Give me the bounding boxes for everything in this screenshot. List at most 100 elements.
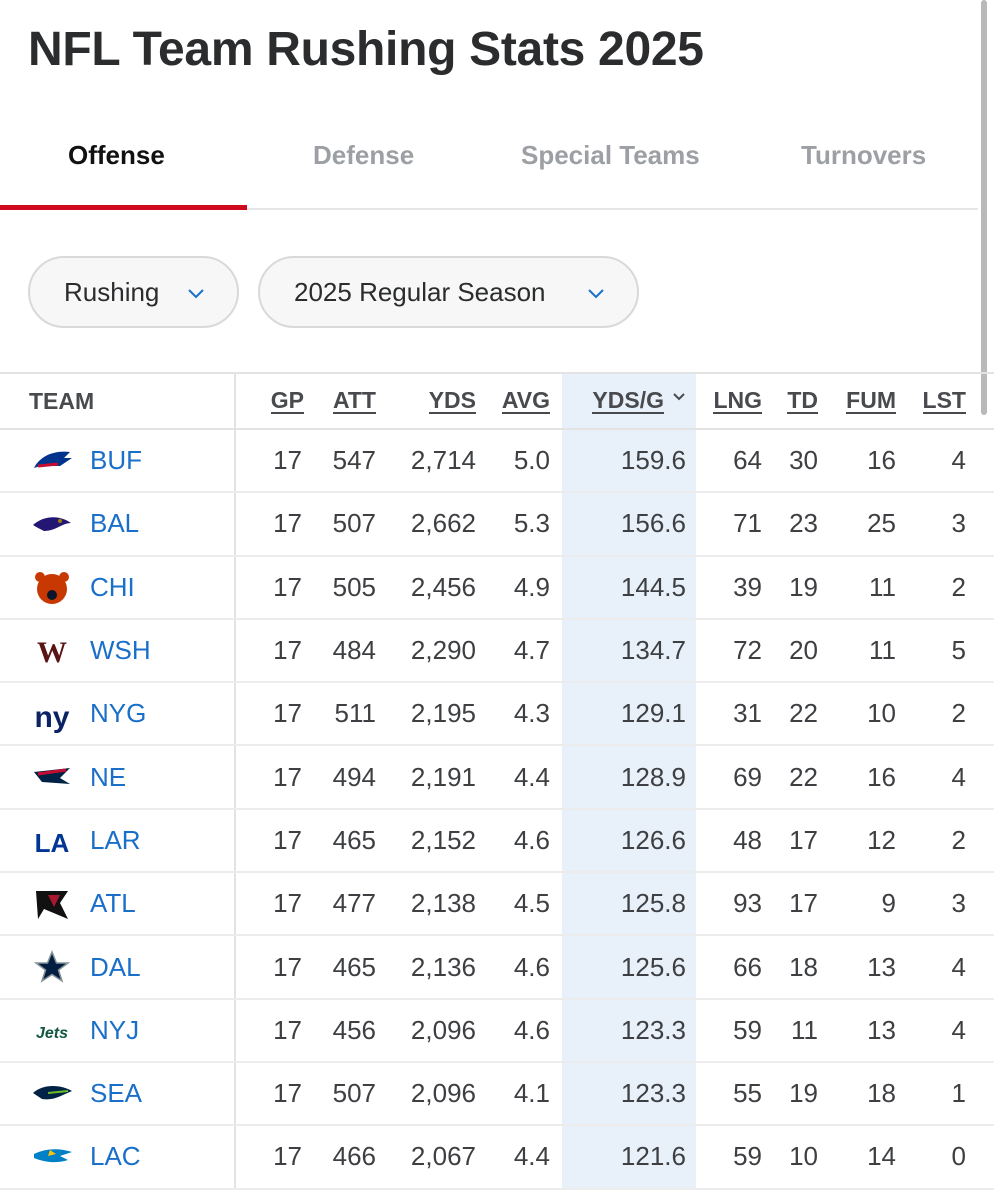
cell-avg: 5.0 [513, 445, 550, 476]
cell-lst: 4 [951, 761, 966, 792]
cell-td: 17 [789, 824, 818, 855]
cell-ydsg: 126.6 [620, 824, 686, 855]
cell-yds: 2,136 [410, 951, 476, 982]
column-header-yds[interactable]: YDS [428, 387, 476, 414]
column-header-td[interactable]: TD [787, 387, 818, 414]
cell-fum: 11 [869, 635, 896, 666]
cell-yds: 2,191 [410, 761, 476, 792]
svg-text:W: W [37, 636, 67, 669]
cell-gp: 17 [273, 761, 302, 792]
table-row: SEA 17 507 2,096 4.1 123.3 55 19 18 1 [0, 1062, 994, 1127]
chevron-down-icon [588, 289, 604, 299]
cell-att: 465 [332, 951, 376, 982]
team-link[interactable]: LAC [90, 1141, 141, 1172]
cell-lng: 59 [733, 1141, 762, 1172]
column-header-yds-per-game[interactable]: YDS/G [562, 374, 686, 428]
tab-defense[interactable]: Defense [313, 140, 415, 170]
ravens-logo-icon [30, 505, 74, 543]
cell-gp: 17 [273, 508, 302, 539]
cell-td: 22 [789, 761, 818, 792]
cell-ydsg: 159.6 [620, 445, 686, 476]
cell-lng: 66 [733, 951, 762, 982]
cell-td: 23 [789, 508, 818, 539]
scrollbar[interactable] [981, 0, 987, 415]
cell-att: 465 [332, 824, 376, 855]
team-link[interactable]: DAL [90, 951, 141, 982]
cell-fum: 12 [867, 824, 896, 855]
cell-att: 507 [332, 508, 376, 539]
team-link[interactable]: NYJ [90, 1014, 140, 1045]
cell-fum: 18 [867, 1078, 896, 1109]
team-column-divider [234, 746, 236, 808]
cell-lng: 59 [733, 1014, 762, 1045]
cell-gp: 17 [273, 1141, 302, 1172]
team-column-divider [234, 374, 236, 428]
team-column-divider [234, 1126, 236, 1188]
cell-td: 18 [789, 951, 818, 982]
sorted-column-highlight [562, 556, 696, 618]
cell-td: 10 [789, 1141, 818, 1172]
cell-yds: 2,290 [410, 635, 476, 666]
cell-fum: 16 [867, 445, 896, 476]
cell-ydsg: 125.8 [620, 888, 686, 919]
svg-text:LA: LA [35, 828, 70, 858]
team-link[interactable]: NE [90, 761, 127, 792]
column-header-lst[interactable]: LST [922, 387, 966, 414]
cell-lst: 2 [951, 824, 966, 855]
team-link[interactable]: ATL [90, 888, 136, 919]
cell-gp: 17 [273, 824, 302, 855]
cell-lng: 55 [733, 1078, 762, 1109]
cell-att: 505 [332, 571, 376, 602]
commanders-logo-icon: W [30, 632, 74, 670]
team-link[interactable]: LAR [90, 824, 141, 855]
category-dropdown[interactable]: Rushing [28, 256, 239, 328]
giants-logo-icon: ny [30, 695, 74, 733]
cell-lng: 31 [733, 698, 762, 729]
cell-lst: 3 [951, 888, 966, 919]
cell-fum: 16 [867, 761, 896, 792]
team-link[interactable]: WSH [90, 635, 151, 666]
cell-lst: 0 [951, 1141, 966, 1172]
team-column-divider [234, 1062, 236, 1125]
sorted-column-highlight [562, 936, 696, 998]
cell-lst: 2 [951, 698, 966, 729]
tab-turnovers[interactable]: Turnovers [801, 140, 927, 170]
cell-ydsg: 134.7 [620, 635, 686, 666]
cell-lng: 71 [733, 508, 762, 539]
tab-special-teams[interactable]: Special Teams [521, 140, 700, 170]
cell-lng: 64 [733, 445, 762, 476]
cell-gp: 17 [273, 951, 302, 982]
chevron-down-icon [188, 289, 204, 299]
cell-ydsg: 125.6 [620, 951, 686, 982]
cell-att: 466 [332, 1141, 376, 1172]
team-link[interactable]: NYG [90, 698, 147, 729]
column-header-lng[interactable]: LNG [713, 387, 762, 414]
table-row: DAL 17 465 2,136 4.6 125.6 66 18 13 4 [0, 936, 994, 1000]
column-header-att[interactable]: ATT [332, 387, 376, 414]
team-link[interactable]: BAL [90, 508, 140, 539]
cell-att: 494 [332, 761, 376, 792]
cell-fum: 10 [867, 698, 896, 729]
cell-lng: 48 [733, 824, 762, 855]
column-header-fum[interactable]: FUM [846, 387, 896, 414]
cell-lst: 3 [951, 508, 966, 539]
cowboys-logo-icon [30, 948, 74, 986]
season-dropdown[interactable]: 2025 Regular Season [258, 256, 639, 328]
svg-text:Jets: Jets [36, 1025, 68, 1042]
table-row: LA LAR 17 465 2,152 4.6 126.6 48 17 12 2 [0, 809, 994, 874]
active-tab-indicator [0, 205, 247, 210]
cell-td: 20 [789, 635, 818, 666]
falcons-logo-icon [30, 885, 74, 923]
cell-avg: 4.3 [513, 698, 550, 729]
column-header-avg[interactable]: AVG [501, 387, 550, 414]
team-link[interactable]: CHI [90, 571, 135, 602]
cell-lng: 72 [733, 635, 762, 666]
team-link[interactable]: BUF [90, 445, 142, 476]
tab-offense[interactable]: Offense [68, 140, 165, 170]
column-header-gp[interactable]: GP [270, 387, 304, 414]
cell-yds: 2,662 [410, 508, 476, 539]
team-link[interactable]: SEA [90, 1078, 143, 1109]
cell-lst: 4 [951, 1014, 966, 1045]
cell-gp: 17 [273, 1014, 302, 1045]
cell-lst: 4 [951, 951, 966, 982]
